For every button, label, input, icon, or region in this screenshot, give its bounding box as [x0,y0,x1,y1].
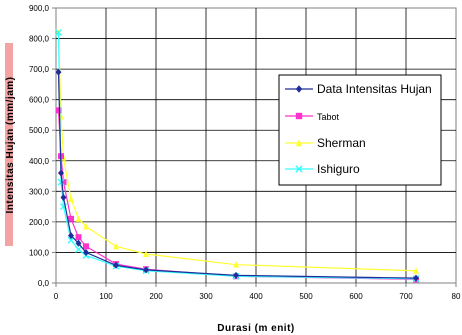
data-point-1 [60,179,67,186]
series-lines [55,28,420,283]
marker-stroke [57,178,65,186]
y-axis-title: Intensitas Hujan (mm/jam) [5,77,16,214]
y-tick-label: 700,0 [29,65,50,74]
data-point-0 [75,239,82,247]
legend-label-1: Tabot [317,112,340,122]
data-point-0 [113,261,119,269]
data-point-0 [143,266,149,274]
y-axis-title-highlight [5,43,13,246]
data-point-2 [413,267,419,274]
marker-stroke [75,245,82,253]
marker-stroke [55,28,62,36]
data-point-1 [68,215,74,222]
x-tick-label: 80 [452,292,461,301]
legend-marker-2 [295,139,303,147]
data-point-2 [68,195,74,202]
x-tick-label: 400 [249,292,263,301]
legend-marker-0 [295,85,303,93]
data-point-3 [55,28,62,36]
data-point-0 [233,271,239,279]
series-line-3 [57,32,417,280]
y-tick-label: 800,0 [29,35,50,44]
grid-lines [52,7,457,287]
y-tick-label: 500,0 [29,126,50,135]
y-tick-label: 600,0 [29,96,50,105]
data-point-3 [57,178,65,186]
series-line-0 [57,72,417,279]
y-tick-label: 0,0 [38,279,50,288]
tick-labels: 0,0 100,0 200,0 300,0 400,0 500,0 600,0 700,0 80… [29,4,461,301]
y-tick-label: 400,0 [29,157,50,166]
y-tick-label: 200,0 [29,218,50,227]
data-point-2 [143,250,149,257]
legend-marker-3 [295,165,303,173]
data-point-1 [75,234,82,241]
x-tick-label: 700 [399,292,413,301]
legend-marker-1 [295,112,303,120]
data-point-0 [58,169,64,177]
data-point-1 [55,107,62,114]
data-point-0 [60,193,67,201]
x-tick-label: 500 [299,292,313,301]
data-point-2 [113,242,119,250]
data-point-0 [68,232,74,240]
data-point-1 [83,243,89,250]
data-point-2 [75,215,82,222]
y-tick-label: 900,0 [29,4,50,13]
data-point-0 [413,274,419,282]
data-point-3 [75,245,82,253]
data-point-0 [83,248,89,256]
x-axis-title: Durasi (m enit) [217,323,295,334]
legend-box [278,74,442,186]
legend-label-0: Data Intensitas Hujan [317,82,432,96]
series-line-2 [57,32,417,272]
x-tick-label: 300 [199,292,213,301]
data-point-2 [83,222,89,230]
data-point-2 [233,261,239,268]
data-point-0 [55,68,62,76]
legend-label-3: Ishiguro [317,162,360,176]
x-tick-label: 600 [349,292,363,301]
y-tick-label: 300,0 [29,187,50,196]
x-tick-label: 100 [99,292,113,301]
x-tick-label: 200 [149,292,163,301]
legend: Data Intensitas Hujan Tabot Sherman Ishigur… [278,74,442,186]
y-tick-label: 100,0 [29,248,50,257]
marker-stroke [295,165,303,173]
legend-label-2: Sherman [317,136,366,150]
x-tick-label: 0 [54,292,59,301]
